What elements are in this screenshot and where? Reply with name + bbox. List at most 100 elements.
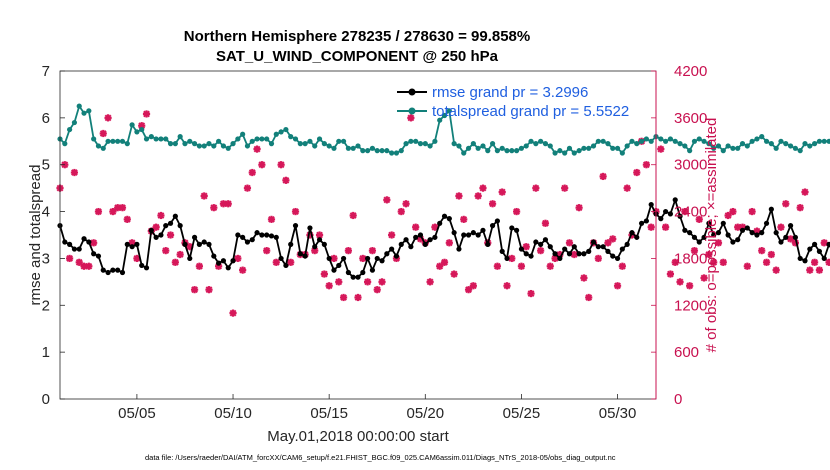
spread-point xyxy=(465,145,472,151)
rmse-point xyxy=(163,223,169,229)
rmse-point xyxy=(778,239,784,245)
obs-stroke xyxy=(816,266,823,274)
y-axis-left-label: rmse and totalspread xyxy=(27,165,44,306)
obs-stroke xyxy=(311,247,319,255)
obs-point xyxy=(407,114,415,122)
obs-point xyxy=(690,247,699,255)
spread-point xyxy=(480,143,486,149)
spread-point xyxy=(581,145,587,151)
spread-point xyxy=(509,148,515,154)
spread-point xyxy=(523,143,529,149)
obs-point xyxy=(373,286,381,294)
obs-stroke xyxy=(743,262,751,270)
y-left-tick-label: 1 xyxy=(42,344,50,361)
rmse-point xyxy=(595,244,601,250)
rmse-point xyxy=(283,262,289,269)
obs-stroke xyxy=(498,188,506,196)
rmse-point xyxy=(687,230,693,236)
spread-point xyxy=(139,126,145,133)
spread-point xyxy=(336,138,342,144)
spread-point xyxy=(759,134,765,140)
spread-point xyxy=(437,117,443,123)
obs-point xyxy=(479,184,487,192)
legend-spread-label: totalspread grand pr = 5.5522 xyxy=(432,103,629,120)
spread-point xyxy=(441,112,448,119)
rmse-point xyxy=(456,246,462,252)
obs-point xyxy=(455,192,463,200)
obs-point xyxy=(666,270,675,278)
rmse-point xyxy=(504,255,510,262)
x-axis-label: May.01,2018 00:00:00 start xyxy=(267,428,449,445)
y-left-tick-label: 7 xyxy=(42,63,50,80)
spread-point xyxy=(302,141,308,147)
obs-point xyxy=(565,239,574,247)
rmse-point xyxy=(759,230,765,236)
obs-stroke xyxy=(758,247,766,255)
rmse-point xyxy=(735,237,741,243)
spread-point xyxy=(701,138,707,144)
obs-point xyxy=(460,215,468,223)
obs-stroke xyxy=(691,247,698,255)
spread-point xyxy=(576,148,582,154)
rmse-point xyxy=(350,274,356,280)
spread-point xyxy=(735,145,741,151)
rmse-point xyxy=(220,258,227,264)
rmse-point xyxy=(413,234,419,240)
rmse-point xyxy=(244,239,251,245)
spread-point xyxy=(518,145,525,151)
spread-point xyxy=(206,141,212,147)
spread-point xyxy=(187,138,193,144)
obs-stroke xyxy=(791,239,799,247)
spread-point xyxy=(67,126,73,133)
rmse-point xyxy=(706,220,712,226)
spread-point xyxy=(355,143,361,149)
spread-point xyxy=(643,136,649,142)
footnote: data file: /Users/raeder/DAI/ATM_forcXX/… xyxy=(145,453,616,462)
rmse-point xyxy=(100,267,106,273)
obs-stroke xyxy=(191,286,198,294)
rmse-point xyxy=(273,234,279,240)
rmse-point xyxy=(297,251,303,257)
y-left-tick-label: 6 xyxy=(42,110,50,127)
obs-point xyxy=(123,215,131,223)
obs-point xyxy=(195,262,203,270)
spread-point xyxy=(600,138,606,144)
spread-point xyxy=(792,145,798,151)
rmse-point xyxy=(485,241,491,247)
spread-point xyxy=(696,136,702,142)
obs-point xyxy=(594,254,602,263)
obs-point xyxy=(767,250,775,259)
spread-point xyxy=(158,136,164,142)
rmse-point xyxy=(629,230,635,236)
rmse-point xyxy=(480,227,486,233)
rmse-point xyxy=(331,267,337,273)
spread-point xyxy=(403,141,409,147)
obs-stroke xyxy=(513,208,521,215)
obs-stroke xyxy=(248,169,256,176)
rmse-point xyxy=(797,255,803,262)
rmse-point xyxy=(562,246,568,252)
y-axis-right: 0 600 1200 1800 2400 3000 3600 4200 xyxy=(651,63,707,408)
spread-point xyxy=(292,136,299,142)
obs-stroke xyxy=(320,270,328,278)
obs-stroke xyxy=(335,278,343,286)
rmse-point xyxy=(768,206,774,212)
spread-point xyxy=(667,136,674,142)
spread-point xyxy=(783,141,789,147)
obs-point xyxy=(282,176,290,184)
obs-point xyxy=(445,239,453,247)
obs-point xyxy=(758,247,766,255)
obs-stroke xyxy=(99,130,107,137)
rmse-point xyxy=(307,225,313,231)
spread-point xyxy=(201,143,207,149)
obs-point xyxy=(815,266,824,274)
x-tick-label: 05/05 xyxy=(118,405,156,422)
legend-rmse-marker xyxy=(408,88,416,96)
obs-stroke xyxy=(224,200,232,208)
obs-stroke xyxy=(272,258,280,266)
rmse-point xyxy=(667,211,674,217)
spread-point xyxy=(528,138,534,144)
rmse-point xyxy=(379,258,385,264)
spread-point xyxy=(725,143,731,149)
rmse-point xyxy=(826,241,830,247)
